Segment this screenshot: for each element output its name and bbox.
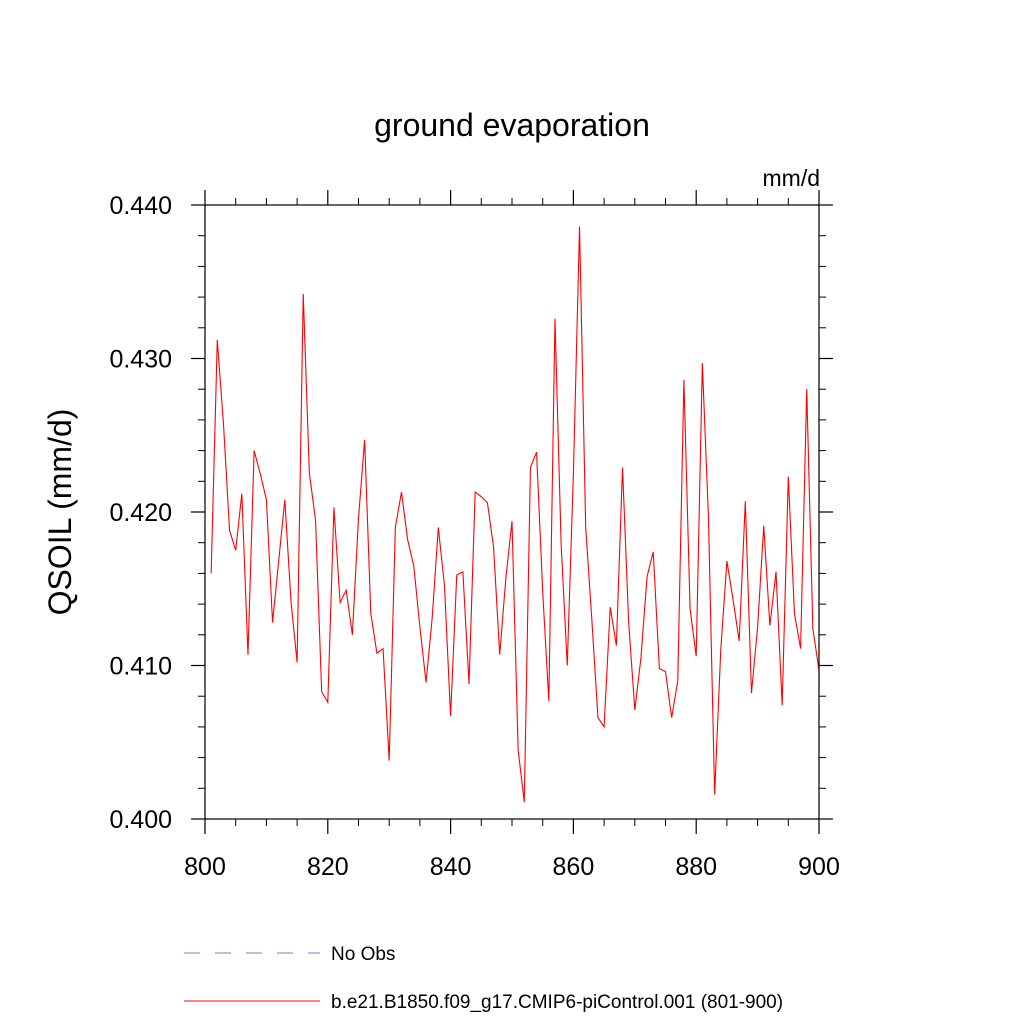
x-tick-label: 820 (307, 853, 349, 881)
y-tick-label: 0.400 (109, 806, 172, 834)
y-tick-label: 0.410 (109, 653, 172, 681)
x-tick-label: 800 (184, 853, 226, 881)
series-line (210, 226, 820, 803)
x-tick-label: 860 (553, 853, 595, 881)
tick-labels: 800 820 840 860 880 900 0.400 0.410 0.420 0.430 0.… (109, 192, 839, 881)
y-axis-label: QSOIL (mm/d) (42, 409, 78, 616)
y-tick-label: 0.420 (109, 499, 172, 527)
plot-frame (204, 204, 820, 820)
axis-ticks (191, 190, 833, 834)
units-label: mm/d (763, 165, 821, 191)
y-tick-label: 0.430 (109, 346, 172, 374)
x-tick-label: 840 (430, 853, 472, 881)
x-tick-label: 880 (675, 853, 717, 881)
chart-title: ground evaporation (374, 107, 650, 143)
series-lines (210, 226, 820, 803)
y-tick-label: 0.440 (109, 192, 172, 220)
legend-label-no-obs: No Obs (331, 944, 395, 965)
x-tick-label: 900 (798, 853, 840, 881)
legend: No Obs b.e21.B1850.f09_g17.CMIP6-piContr… (184, 944, 783, 1013)
legend-label-model-run: b.e21.B1850.f09_g17.CMIP6-piControl.001 … (331, 992, 783, 1013)
